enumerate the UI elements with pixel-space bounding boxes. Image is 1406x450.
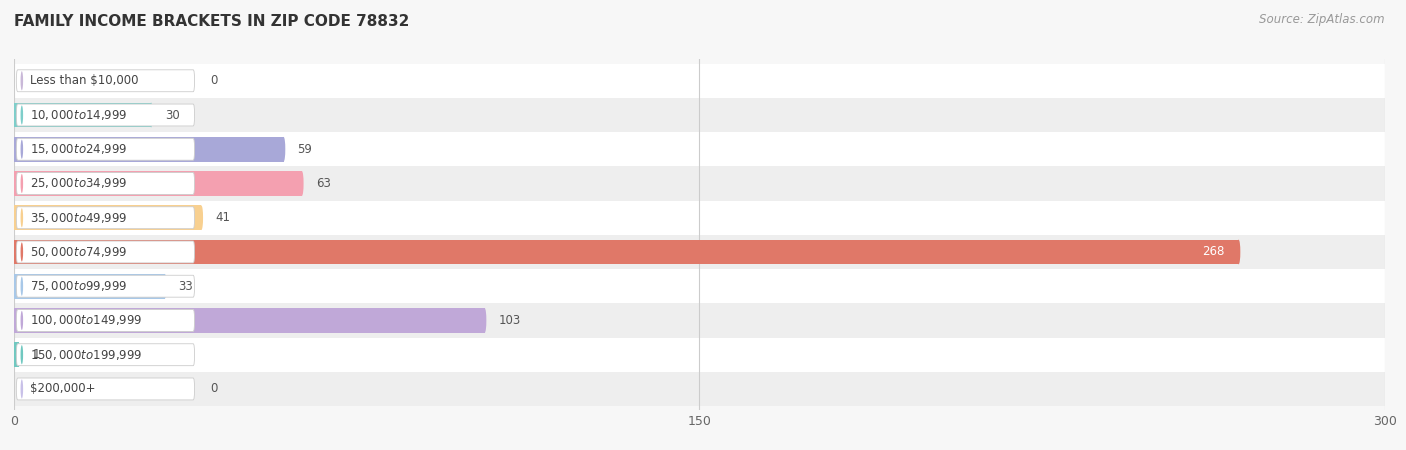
Text: 0: 0 bbox=[211, 74, 218, 87]
Circle shape bbox=[21, 105, 22, 125]
FancyBboxPatch shape bbox=[17, 207, 194, 229]
Circle shape bbox=[283, 137, 285, 162]
Circle shape bbox=[301, 171, 304, 196]
Circle shape bbox=[200, 205, 202, 230]
Bar bbox=[14, 240, 1239, 264]
Text: $35,000 to $49,999: $35,000 to $49,999 bbox=[30, 211, 128, 225]
Text: $25,000 to $34,999: $25,000 to $34,999 bbox=[30, 176, 128, 190]
Bar bbox=[0, 269, 1406, 303]
Text: $10,000 to $14,999: $10,000 to $14,999 bbox=[30, 108, 128, 122]
Circle shape bbox=[21, 379, 22, 399]
Text: 30: 30 bbox=[165, 108, 180, 122]
Circle shape bbox=[484, 308, 486, 333]
Circle shape bbox=[1237, 240, 1240, 264]
Circle shape bbox=[21, 71, 22, 90]
Bar bbox=[0, 132, 1406, 166]
Text: 1: 1 bbox=[32, 348, 39, 361]
Circle shape bbox=[149, 103, 153, 127]
Text: Less than $10,000: Less than $10,000 bbox=[30, 74, 139, 87]
FancyBboxPatch shape bbox=[17, 378, 194, 400]
Bar bbox=[0, 338, 1406, 372]
Bar bbox=[14, 137, 284, 162]
Bar bbox=[0, 98, 1406, 132]
Text: $100,000 to $149,999: $100,000 to $149,999 bbox=[30, 314, 142, 328]
Text: Source: ZipAtlas.com: Source: ZipAtlas.com bbox=[1260, 14, 1385, 27]
Bar bbox=[14, 205, 201, 230]
Circle shape bbox=[21, 140, 22, 159]
Text: $15,000 to $24,999: $15,000 to $24,999 bbox=[30, 142, 128, 156]
Bar bbox=[0, 166, 1406, 201]
Bar bbox=[0, 303, 1406, 338]
Text: 268: 268 bbox=[1202, 246, 1225, 258]
Bar bbox=[0, 63, 1406, 98]
Bar bbox=[14, 342, 18, 367]
Circle shape bbox=[21, 243, 22, 261]
Text: $150,000 to $199,999: $150,000 to $199,999 bbox=[30, 348, 142, 362]
Text: 59: 59 bbox=[298, 143, 312, 156]
Circle shape bbox=[163, 274, 166, 298]
FancyBboxPatch shape bbox=[17, 344, 194, 366]
Text: $75,000 to $99,999: $75,000 to $99,999 bbox=[30, 279, 128, 293]
Bar bbox=[14, 171, 302, 196]
Circle shape bbox=[21, 277, 22, 296]
Text: FAMILY INCOME BRACKETS IN ZIP CODE 78832: FAMILY INCOME BRACKETS IN ZIP CODE 78832 bbox=[14, 14, 409, 28]
FancyBboxPatch shape bbox=[17, 138, 194, 160]
Text: $50,000 to $74,999: $50,000 to $74,999 bbox=[30, 245, 128, 259]
FancyBboxPatch shape bbox=[17, 104, 194, 126]
FancyBboxPatch shape bbox=[17, 70, 194, 92]
Text: 103: 103 bbox=[499, 314, 520, 327]
Text: $200,000+: $200,000+ bbox=[30, 382, 96, 396]
Circle shape bbox=[21, 345, 22, 365]
Text: 41: 41 bbox=[215, 211, 231, 224]
FancyBboxPatch shape bbox=[17, 172, 194, 194]
Text: 33: 33 bbox=[179, 280, 193, 292]
FancyBboxPatch shape bbox=[17, 241, 194, 263]
Bar bbox=[0, 235, 1406, 269]
Circle shape bbox=[17, 342, 20, 367]
FancyBboxPatch shape bbox=[17, 275, 194, 297]
Circle shape bbox=[21, 311, 22, 330]
Bar bbox=[14, 103, 152, 127]
FancyBboxPatch shape bbox=[17, 310, 194, 331]
Bar bbox=[0, 201, 1406, 235]
Bar bbox=[0, 372, 1406, 406]
Circle shape bbox=[21, 208, 22, 227]
Bar bbox=[14, 308, 485, 333]
Text: 0: 0 bbox=[211, 382, 218, 396]
Text: 63: 63 bbox=[316, 177, 330, 190]
Bar bbox=[14, 274, 165, 298]
Circle shape bbox=[21, 174, 22, 193]
